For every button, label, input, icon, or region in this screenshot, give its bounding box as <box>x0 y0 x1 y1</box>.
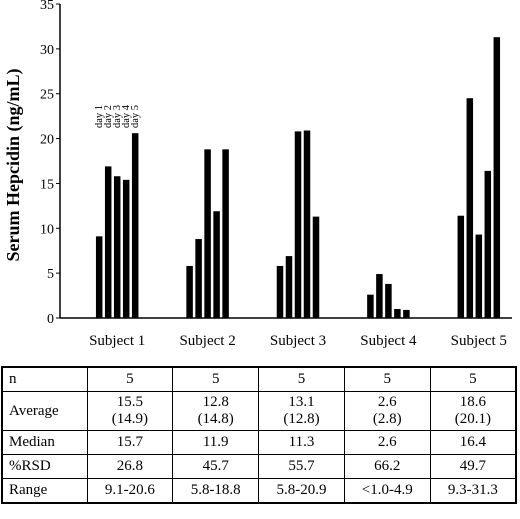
hepcidin-bar-chart: Serum Hepcidin (ng/mL) 0 5 10 15 20 25 30 35 da… <box>3 0 512 349</box>
bar <box>394 309 401 318</box>
table-cell: 9.3-31.3 <box>429 478 517 504</box>
y-tick-label: 30 <box>40 43 54 58</box>
bar <box>403 309 410 318</box>
table-cell: 13.1 (12.8) <box>258 391 345 431</box>
cell-value: 2.6 <box>377 394 397 410</box>
bars <box>95 37 501 319</box>
table-cell: 26.8 <box>86 454 174 479</box>
y-tick-label: 25 <box>40 88 54 103</box>
cell-value: 12.8 <box>202 394 229 410</box>
table-cell: 2.6 (2.8) <box>343 391 431 431</box>
bar <box>95 236 103 318</box>
table-row: Median 15.7 11.9 11.3 2.6 16.4 <box>1 430 517 455</box>
y-tick-label: 5 <box>47 267 54 282</box>
day-label: day 4 <box>121 104 132 128</box>
row-label: %RSD <box>1 454 88 479</box>
cell-sub-value: (14.9) <box>111 411 149 427</box>
table-cell: 18.6 (20.1) <box>429 391 517 431</box>
table-cell: 45.7 <box>172 454 260 479</box>
y-tick-label: 35 <box>40 0 54 13</box>
bar <box>466 98 474 318</box>
day-label: day 1 <box>94 105 105 128</box>
table-cell: 5 <box>172 366 260 392</box>
cell-sub-value: (12.8) <box>283 411 320 427</box>
y-tick-label: 15 <box>40 177 54 192</box>
y-tick-label: 10 <box>40 222 54 237</box>
bar <box>484 170 492 318</box>
table-cell: 9.1-20.6 <box>86 478 174 504</box>
bar <box>376 274 383 318</box>
bar <box>213 211 220 318</box>
bar <box>493 37 501 319</box>
statistics-table: n 5 5 5 5 5 Average 15.5 (14.9) 12.8 (14.8) 13.1 (12… <box>1 366 517 504</box>
row-label: Average <box>1 391 88 431</box>
table-cell: 12.8 (14.8) <box>172 391 260 431</box>
bar <box>285 256 293 318</box>
category-label: Subject 4 <box>360 333 417 349</box>
bar <box>204 149 211 318</box>
category-label: Subject 1 <box>89 333 145 349</box>
table-cell: 16.4 <box>429 430 517 455</box>
table-cell: <1.0-4.9 <box>343 478 431 504</box>
day-label: day 5 <box>130 105 141 128</box>
table-cell: 5 <box>86 366 174 392</box>
bar <box>222 149 229 318</box>
day-label: day 3 <box>112 105 123 128</box>
y-ticks: 0 5 10 15 20 25 30 35 <box>40 0 60 327</box>
table-cell: 5 <box>343 366 431 392</box>
bar <box>131 133 139 318</box>
y-tick-label: 0 <box>47 312 54 327</box>
bar <box>385 283 392 318</box>
category-label: Subject 5 <box>451 333 507 349</box>
table-cell: 66.2 <box>343 454 431 479</box>
category-labels: Subject 1 Subject 2 Subject 3 Subject 4 Subj… <box>89 333 507 349</box>
cell-sub-value: (14.8) <box>197 411 234 427</box>
y-axis-label: Serum Hepcidin (ng/mL) <box>3 68 24 261</box>
cell-sub-value: (2.8) <box>372 411 402 427</box>
table-cell: 11.9 <box>172 430 260 455</box>
table-cell: 5 <box>429 366 517 392</box>
table-row: %RSD 26.8 45.7 55.7 66.2 49.7 <box>1 454 517 479</box>
table-cell: 5.8-18.8 <box>172 478 260 504</box>
cell-sub-value: (20.1) <box>454 411 491 427</box>
row-label: Range <box>1 478 88 504</box>
category-label: Subject 3 <box>270 333 326 349</box>
table-cell: 11.3 <box>258 430 345 455</box>
bar <box>303 130 311 318</box>
cell-value: 18.6 <box>459 394 486 410</box>
table-cell: 55.7 <box>258 454 345 479</box>
table-cell: 5 <box>258 366 345 392</box>
cell-value: 15.5 <box>116 394 144 410</box>
table-row: Range 9.1-20.6 5.8-18.8 5.8-20.9 <1.0-4.9 9.3… <box>1 478 517 504</box>
bar <box>475 234 483 318</box>
cell-value: 13.1 <box>288 394 315 410</box>
day-label: day 2 <box>103 105 114 128</box>
y-tick-label: 20 <box>40 133 54 148</box>
bar <box>457 215 465 318</box>
table-row: Average 15.5 (14.9) 12.8 (14.8) 13.1 (12.8) 2.6… <box>1 391 517 431</box>
bar <box>104 166 112 318</box>
bar <box>186 265 193 318</box>
table-cell: 15.5 (14.9) <box>86 391 174 431</box>
table-cell: 49.7 <box>429 454 517 479</box>
row-label: n <box>1 366 88 392</box>
bar <box>294 131 302 318</box>
bar <box>195 239 202 318</box>
row-label: Median <box>1 430 88 455</box>
bar <box>367 294 374 318</box>
table-cell: 5.8-20.9 <box>258 478 345 504</box>
table-cell: 2.6 <box>343 430 431 455</box>
table-cell: 15.7 <box>86 430 174 455</box>
bar <box>113 176 121 318</box>
bar <box>276 265 284 318</box>
bar <box>312 216 320 318</box>
category-label: Subject 2 <box>179 333 235 349</box>
bar <box>122 179 130 318</box>
